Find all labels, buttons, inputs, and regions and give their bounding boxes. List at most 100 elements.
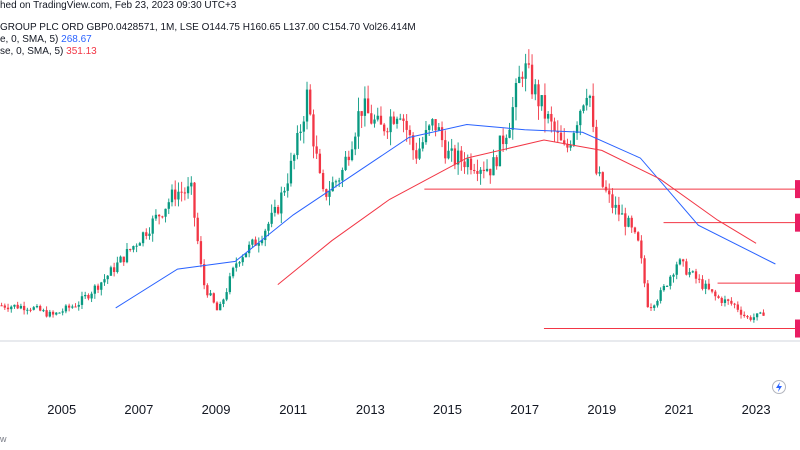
candle-body-30 [96, 285, 100, 290]
candle-body-179 [575, 125, 579, 134]
candle-body-220 [707, 283, 711, 290]
candle-body-20 [64, 305, 68, 312]
candle-body-146 [469, 158, 473, 170]
candle-body-189 [608, 190, 611, 195]
candle-body-208 [669, 276, 672, 286]
candle-body-133 [428, 125, 431, 130]
candle-body-126 [405, 120, 408, 130]
candle-body-131 [421, 142, 424, 149]
horizontal-levels [424, 180, 800, 338]
candle-body-226 [727, 299, 730, 301]
candle-body-43 [138, 243, 142, 246]
candle-body-11 [35, 306, 39, 308]
candle-body-15 [48, 311, 51, 317]
candle-body-35 [112, 267, 116, 273]
candle-body-138 [444, 140, 447, 159]
volume-value: 26.414M [376, 22, 416, 33]
candle-body-13 [42, 310, 45, 312]
candle-body-106 [341, 169, 344, 181]
candle-body-169 [543, 95, 547, 119]
candle-body-23 [74, 306, 77, 308]
candles [0, 49, 765, 323]
candle-body-184 [591, 95, 595, 127]
candle-body-113 [363, 98, 367, 116]
candle-body-64 [206, 285, 209, 296]
close-label: C [322, 22, 330, 33]
candle-body-219 [704, 283, 707, 289]
sma-red-line [277, 139, 757, 285]
candle-body-229 [736, 304, 739, 310]
candle-body-191 [614, 204, 617, 208]
x-tick-label-2007: 2007 [124, 402, 153, 417]
candle-body-82 [264, 230, 267, 241]
candle-body-211 [678, 259, 682, 265]
x-tick-label-2023: 2023 [742, 402, 771, 417]
candle-body-53 [170, 189, 174, 203]
candle-body-22 [71, 306, 74, 308]
candle-body-199 [640, 240, 643, 259]
candle-body-173 [556, 131, 559, 133]
candle-body-224 [720, 297, 723, 303]
symbol-text: GROUP PLC ORD GBP0.0428571, 1M, LSE [0, 22, 199, 33]
candle-body-116 [373, 119, 376, 124]
candle-body-60 [193, 182, 196, 218]
candle-body-144 [463, 161, 466, 168]
close-value: 154.70 [329, 22, 361, 33]
candle-body-94 [302, 121, 305, 132]
candle-body-14 [45, 310, 48, 317]
candle-body-237 [762, 312, 765, 316]
candle-body-33 [106, 275, 109, 280]
candle-body-204 [656, 300, 659, 306]
candle-body-49 [157, 214, 161, 217]
high-value: 160.65 [249, 22, 281, 33]
level-marker-3 [795, 319, 800, 338]
flash-icon[interactable] [776, 382, 782, 392]
candle-body-163 [524, 63, 527, 79]
candle-body-202 [649, 307, 653, 309]
candle-body-66 [212, 293, 215, 303]
level-marker-2 [795, 274, 800, 293]
candle-body-56 [180, 191, 183, 193]
candle-body-168 [540, 95, 543, 107]
candle-body-61 [196, 217, 199, 242]
candle-body-0 [0, 305, 3, 307]
candle-body-10 [32, 307, 35, 310]
candle-body-225 [723, 299, 727, 303]
candle-body-132 [424, 129, 428, 143]
candle-body-12 [39, 306, 42, 311]
candle-body-176 [566, 144, 569, 148]
candle-body-70 [225, 292, 228, 300]
candle-body-141 [453, 148, 457, 165]
candle-body-171 [550, 113, 553, 122]
candle-body-29 [93, 285, 96, 294]
candle-body-40 [129, 249, 132, 251]
candle-body-38 [122, 256, 125, 263]
candle-body-42 [135, 245, 138, 247]
x-tick-label-2019: 2019 [587, 402, 616, 417]
candle-body-151 [485, 168, 489, 172]
candle-body-194 [624, 213, 627, 227]
candle-body-181 [582, 105, 585, 111]
candle-body-145 [466, 158, 469, 168]
candle-body-51 [164, 208, 167, 217]
candle-body-17 [55, 312, 58, 315]
candle-body-201 [646, 283, 649, 308]
symbol-line: GROUP PLC ORD GBP0.0428571, 1M, LSE O144… [0, 22, 416, 33]
candle-body-130 [418, 148, 421, 159]
candle-body-209 [672, 274, 675, 277]
candle-body-87 [280, 192, 283, 214]
candle-body-125 [402, 118, 405, 121]
candle-body-161 [518, 76, 521, 83]
candle-body-72 [231, 267, 235, 277]
candle-body-223 [717, 296, 720, 298]
candle-body-115 [370, 113, 373, 124]
candle-body-214 [688, 271, 691, 275]
candle-body-32 [103, 279, 106, 283]
candle-body-55 [177, 191, 180, 200]
candle-body-148 [476, 171, 479, 174]
candle-body-217 [698, 278, 701, 280]
candle-body-6 [19, 305, 23, 309]
candle-body-24 [77, 304, 80, 307]
candle-body-232 [746, 316, 749, 318]
